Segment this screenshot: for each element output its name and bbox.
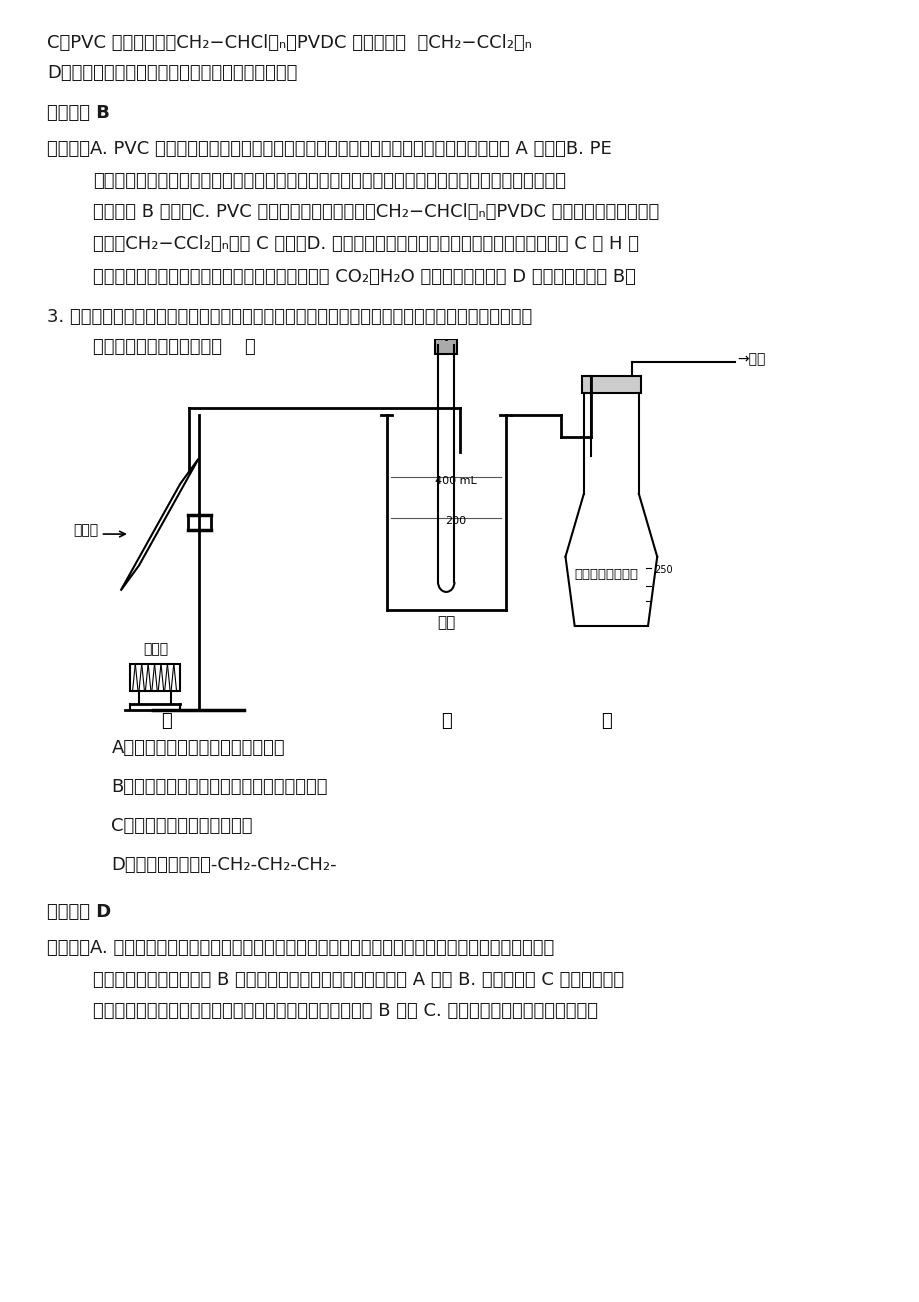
Text: 终残余物为固体碳，试管 B 收集到的产品是芳香烃苯和甲苯，故 A 正确 B. 进入锥形瓶 C 的气体乙烯，: 终残余物为固体碳，试管 B 收集到的产品是芳香烃苯和甲苯，故 A 正确 B. 进…	[93, 970, 624, 988]
Text: 【答案】 B: 【答案】 B	[47, 104, 110, 122]
Text: 【解析】A. PVC 保鲜膜是聚乙烯塑料，属于链状聚合物，在高温时易熔化，能溶于酒精，故 A 正确；B. PE: 【解析】A. PVC 保鲜膜是聚乙烯塑料，属于链状聚合物，在高温时易熔化，能溶于…	[47, 141, 611, 159]
Text: 用．下列叙述不正确的是（    ）: 用．下列叙述不正确的是（ ）	[93, 339, 255, 355]
Text: B．装置丙中的试剂可吸收烯烃以制取卤代烃: B．装置丙中的试剂可吸收烯烃以制取卤代烃	[111, 779, 327, 797]
Text: 质量分数分别相等，所以等质量的两者燃烧时生成 CO₂、H₂O 的量分别相等，故 D 正确，故答案为 B。: 质量分数分别相等，所以等质量的两者燃烧时生成 CO₂、H₂O 的量分别相等，故 …	[93, 268, 635, 285]
Text: 式为⎌CH₂−CCl₂⎏ₙ，故 C 正确；D. 乙烯是聚乙烯的单体，它们的最简式相同，它们含 C 和 H 的: 式为⎌CH₂−CCl₂⎏ₙ，故 C 正确；D. 乙烯是聚乙烯的单体，它们的最简式…	[93, 236, 639, 254]
Text: C．最后收集的气体可做燃料: C．最后收集的气体可做燃料	[111, 818, 253, 836]
Text: D．等质量的聚乙烯和乙烯完全燃烧消耗的氧气相等: D．等质量的聚乙烯和乙烯完全燃烧消耗的氧气相等	[47, 64, 298, 82]
Text: 成的，故 B 错误；C. PVC 是聚氯乙烯，化学式为⎌CH₂−CHCl⎏ₙ；PVDC 是聚偏二氯乙烯，化学: 成的，故 B 错误；C. PVC 是聚氯乙烯，化学式为⎌CH₂−CHCl⎏ₙ；P…	[93, 203, 659, 221]
Text: 烯烃可以与溴单质发生加成反应生成卤代烃使溴水褪色，故 B 正确 C. 最后收集的气体为氢气和甲烷，: 烯烃可以与溴单质发生加成反应生成卤代烃使溴水褪色，故 B 正确 C. 最后收集的…	[93, 1001, 597, 1019]
Text: 是聚乙烯，是由乙烯单体聚合而成的；乙烯与氯化氢加成得氯乙烷，聚氯乙烯是由氯乙烯单体聚合而: 是聚乙烯，是由乙烯单体聚合而成的；乙烯与氯化氢加成得氯乙烷，聚氯乙烯是由氯乙烯单…	[93, 172, 565, 190]
Text: 【解析】A. 加热聚丙烯可以得到碳、氢气、甲烷、乙烯、苯和甲苯，苯和甲苯的沸点较高，所以试管中最: 【解析】A. 加热聚丙烯可以得到碳、氢气、甲烷、乙烯、苯和甲苯，苯和甲苯的沸点较…	[47, 940, 554, 957]
Text: A．装置乙的试管中可收集到芳香烃: A．装置乙的试管中可收集到芳香烃	[111, 740, 285, 758]
Text: 3. 加热聚丙烯费塑料可以得到碳、氢气、甲烷、乙烯、苯和甲苯．用图所示装置探究废旧塑料的再利: 3. 加热聚丙烯费塑料可以得到碳、氢气、甲烷、乙烯、苯和甲苯．用图所示装置探究废…	[47, 309, 532, 326]
Text: D．聚丙烯的链节是-CH₂-CH₂-CH₂-: D．聚丙烯的链节是-CH₂-CH₂-CH₂-	[111, 857, 336, 874]
Text: 【答案】 D: 【答案】 D	[47, 904, 111, 921]
Text: C．PVC 的化学式为⎌CH₂−CHCl⎏ₙ，PVDC 的化学式为  ⎌CH₂−CCl₂⎏ₙ: C．PVC 的化学式为⎌CH₂−CHCl⎏ₙ，PVDC 的化学式为 ⎌CH₂−C…	[47, 34, 531, 52]
